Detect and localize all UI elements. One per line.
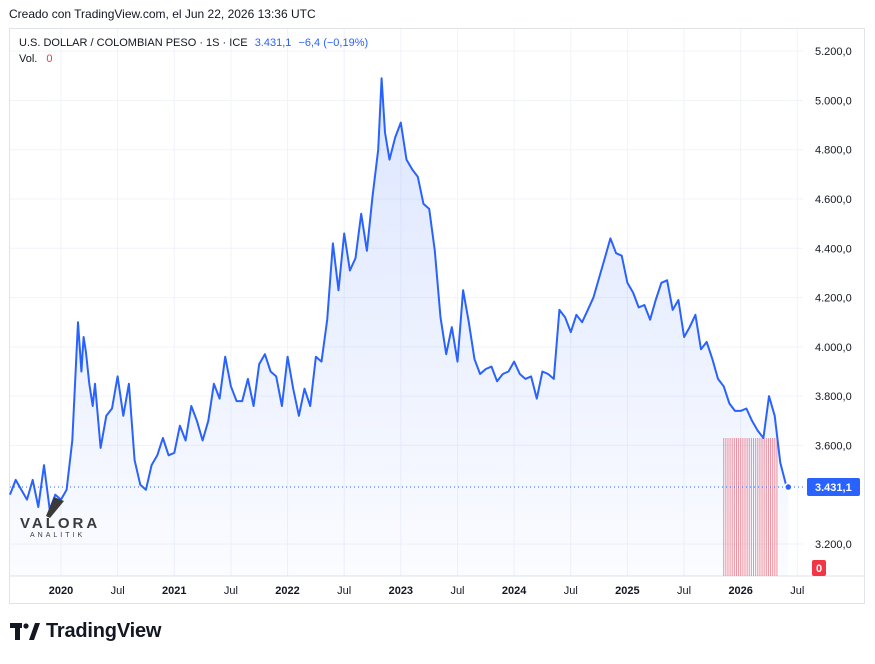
last-price: 3.431,1 xyxy=(254,37,292,49)
x-tick-label: 2025 xyxy=(615,585,639,597)
created-caption: Creado con TradingView.com, el Jun 22, 2… xyxy=(9,7,316,21)
x-tick-label: 2020 xyxy=(49,585,73,597)
x-tick-label: 2021 xyxy=(162,585,186,597)
x-tick-label: Jul xyxy=(790,585,804,597)
y-tick-label: 4.600,0 xyxy=(815,194,852,206)
volume-value: 0 xyxy=(46,53,53,65)
price-line xyxy=(9,77,789,511)
last-price-badge xyxy=(807,478,860,497)
volume-label: Vol. xyxy=(19,53,38,65)
volume-badge xyxy=(812,560,826,576)
y-tick-label: 5.000,0 xyxy=(815,95,852,107)
last-price-point xyxy=(784,482,793,492)
legend: U.S. DOLLAR / COLOMBIAN PESO · 1S · ICE … xyxy=(19,35,368,51)
x-tick-label: Jul xyxy=(677,585,691,597)
valora-logo-icon xyxy=(46,497,64,518)
y-tick-label: 4.400,0 xyxy=(815,243,852,255)
x-tick-label: Jul xyxy=(111,585,125,597)
y-tick-label: 4.200,0 xyxy=(815,293,852,305)
y-tick-label: 4.000,0 xyxy=(815,342,852,354)
y-tick-label: 4.800,0 xyxy=(815,145,852,157)
watermark-title: VALORA xyxy=(20,515,101,532)
valora-watermark: VALORA ANALITIK xyxy=(20,515,100,539)
volume-legend: Vol. 0 xyxy=(19,51,53,67)
y-tick-label: 3.200,0 xyxy=(815,539,852,551)
y-tick-label: 3.800,0 xyxy=(815,391,852,403)
x-tick-label: Jul xyxy=(450,585,464,597)
watermark-subtitle: ANALITIK xyxy=(30,532,86,539)
symbol-label[interactable]: U.S. DOLLAR / COLOMBIAN PESO · 1S · ICE xyxy=(19,37,248,49)
x-tick-label: 2024 xyxy=(502,585,527,597)
price-area xyxy=(10,78,789,577)
y-tick-label: 3.600,0 xyxy=(815,440,852,452)
x-tick-label: 2023 xyxy=(389,585,413,597)
price-change: −6,4 (−0,19%) xyxy=(298,37,369,49)
last-price-badge-label: 3.431,1 xyxy=(815,482,852,494)
brand-name: TradingView xyxy=(46,620,162,642)
x-tick-label: 2022 xyxy=(275,585,299,597)
x-tick-label: Jul xyxy=(337,585,351,597)
chart-frame xyxy=(9,28,865,604)
tradingview-logo-icon xyxy=(10,622,40,640)
tradingview-brand[interactable]: TradingView xyxy=(10,620,161,643)
volume-badge-label: 0 xyxy=(816,563,822,575)
x-tick-label: Jul xyxy=(224,585,238,597)
x-tick-label: Jul xyxy=(564,585,578,597)
y-tick-label: 5.200,0 xyxy=(815,46,852,58)
x-tick-label: 2026 xyxy=(728,585,752,597)
